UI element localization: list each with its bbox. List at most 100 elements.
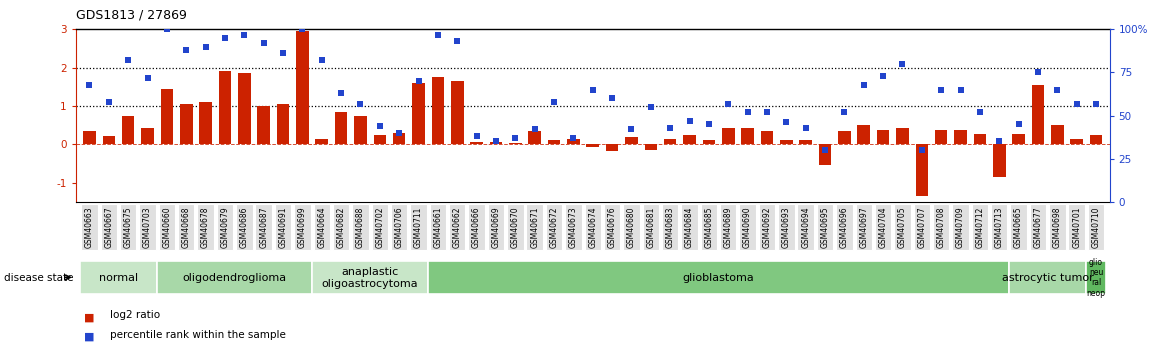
Point <box>332 90 350 96</box>
Text: GSM40660: GSM40660 <box>162 206 172 248</box>
Point <box>506 135 524 141</box>
Bar <box>238 73 251 144</box>
Text: GSM40708: GSM40708 <box>937 206 946 248</box>
Text: GSM40710: GSM40710 <box>1092 206 1100 248</box>
Bar <box>568 139 579 144</box>
Bar <box>527 204 543 250</box>
Bar <box>662 204 679 250</box>
Point <box>487 139 506 144</box>
Text: GSM40711: GSM40711 <box>413 206 423 247</box>
Point <box>255 40 273 46</box>
Point <box>293 27 312 32</box>
Bar <box>972 204 988 250</box>
Bar <box>178 204 195 250</box>
Point <box>777 120 795 125</box>
Text: GSM40675: GSM40675 <box>124 206 133 248</box>
Point <box>797 125 815 130</box>
Text: GSM40661: GSM40661 <box>433 206 443 248</box>
Bar <box>353 204 369 250</box>
Point <box>700 121 718 127</box>
Bar <box>877 130 889 144</box>
Text: GSM40692: GSM40692 <box>763 206 772 248</box>
Bar <box>565 204 582 250</box>
Bar <box>312 261 429 294</box>
Bar <box>489 142 502 144</box>
Bar <box>451 81 464 144</box>
Bar <box>391 204 408 250</box>
Point <box>1048 87 1066 92</box>
Text: GSM40672: GSM40672 <box>550 206 558 248</box>
Text: GDS1813 / 27869: GDS1813 / 27869 <box>76 9 187 22</box>
Point <box>447 39 466 44</box>
Point <box>99 99 118 105</box>
Bar <box>120 204 137 250</box>
Point <box>912 147 931 153</box>
Text: GSM40709: GSM40709 <box>957 206 965 248</box>
Bar <box>913 204 930 250</box>
Bar <box>1013 134 1024 144</box>
Point <box>370 123 389 129</box>
Point <box>835 109 854 115</box>
Point <box>990 139 1009 144</box>
Point <box>429 32 447 37</box>
Bar <box>645 144 658 150</box>
Bar <box>974 134 986 144</box>
Bar <box>141 128 154 144</box>
Bar <box>217 204 234 250</box>
Text: GSM40697: GSM40697 <box>860 206 868 248</box>
Point <box>544 99 563 105</box>
Point <box>874 73 892 79</box>
Text: GSM40695: GSM40695 <box>821 206 829 248</box>
Bar <box>103 136 116 144</box>
Bar <box>392 133 405 144</box>
Bar <box>218 71 231 144</box>
Bar <box>257 106 270 144</box>
Point <box>196 44 215 49</box>
Bar <box>335 112 347 144</box>
Bar <box>83 131 96 144</box>
Bar <box>624 204 640 250</box>
Text: GSM40674: GSM40674 <box>589 206 597 248</box>
Text: ■: ■ <box>84 312 95 322</box>
Bar <box>200 102 211 144</box>
Text: normal: normal <box>99 273 138 283</box>
Bar <box>528 131 541 144</box>
Point <box>235 32 253 37</box>
Text: GSM40702: GSM40702 <box>375 206 384 248</box>
Text: GSM40699: GSM40699 <box>298 206 307 248</box>
Bar <box>839 131 850 144</box>
Point <box>352 101 370 106</box>
Text: GSM40664: GSM40664 <box>318 206 326 248</box>
Text: GSM40663: GSM40663 <box>85 206 93 248</box>
Bar <box>313 204 331 250</box>
Bar <box>374 135 387 144</box>
Bar <box>819 144 832 165</box>
Text: log2 ratio: log2 ratio <box>110 310 160 321</box>
Bar <box>1009 261 1086 294</box>
Bar <box>895 204 911 250</box>
Bar <box>1070 139 1083 144</box>
Point <box>216 35 235 41</box>
Text: GSM40679: GSM40679 <box>221 206 229 248</box>
Bar <box>739 204 756 250</box>
Point <box>894 61 912 67</box>
Point <box>815 147 834 153</box>
Bar <box>857 125 870 144</box>
Bar <box>952 204 968 250</box>
Point <box>81 82 99 87</box>
Bar <box>1090 135 1103 144</box>
Bar <box>488 204 505 250</box>
Bar <box>197 204 214 250</box>
Bar <box>158 261 312 294</box>
Bar <box>1049 204 1065 250</box>
Text: GSM40698: GSM40698 <box>1052 206 1062 248</box>
Point <box>1029 70 1048 75</box>
Bar <box>760 131 773 144</box>
Bar <box>1086 261 1106 294</box>
Bar <box>586 144 599 147</box>
Text: glioblastoma: glioblastoma <box>683 273 755 283</box>
Point <box>176 47 195 53</box>
Bar <box>121 116 134 144</box>
Text: GSM40686: GSM40686 <box>239 206 249 248</box>
Bar <box>934 130 947 144</box>
